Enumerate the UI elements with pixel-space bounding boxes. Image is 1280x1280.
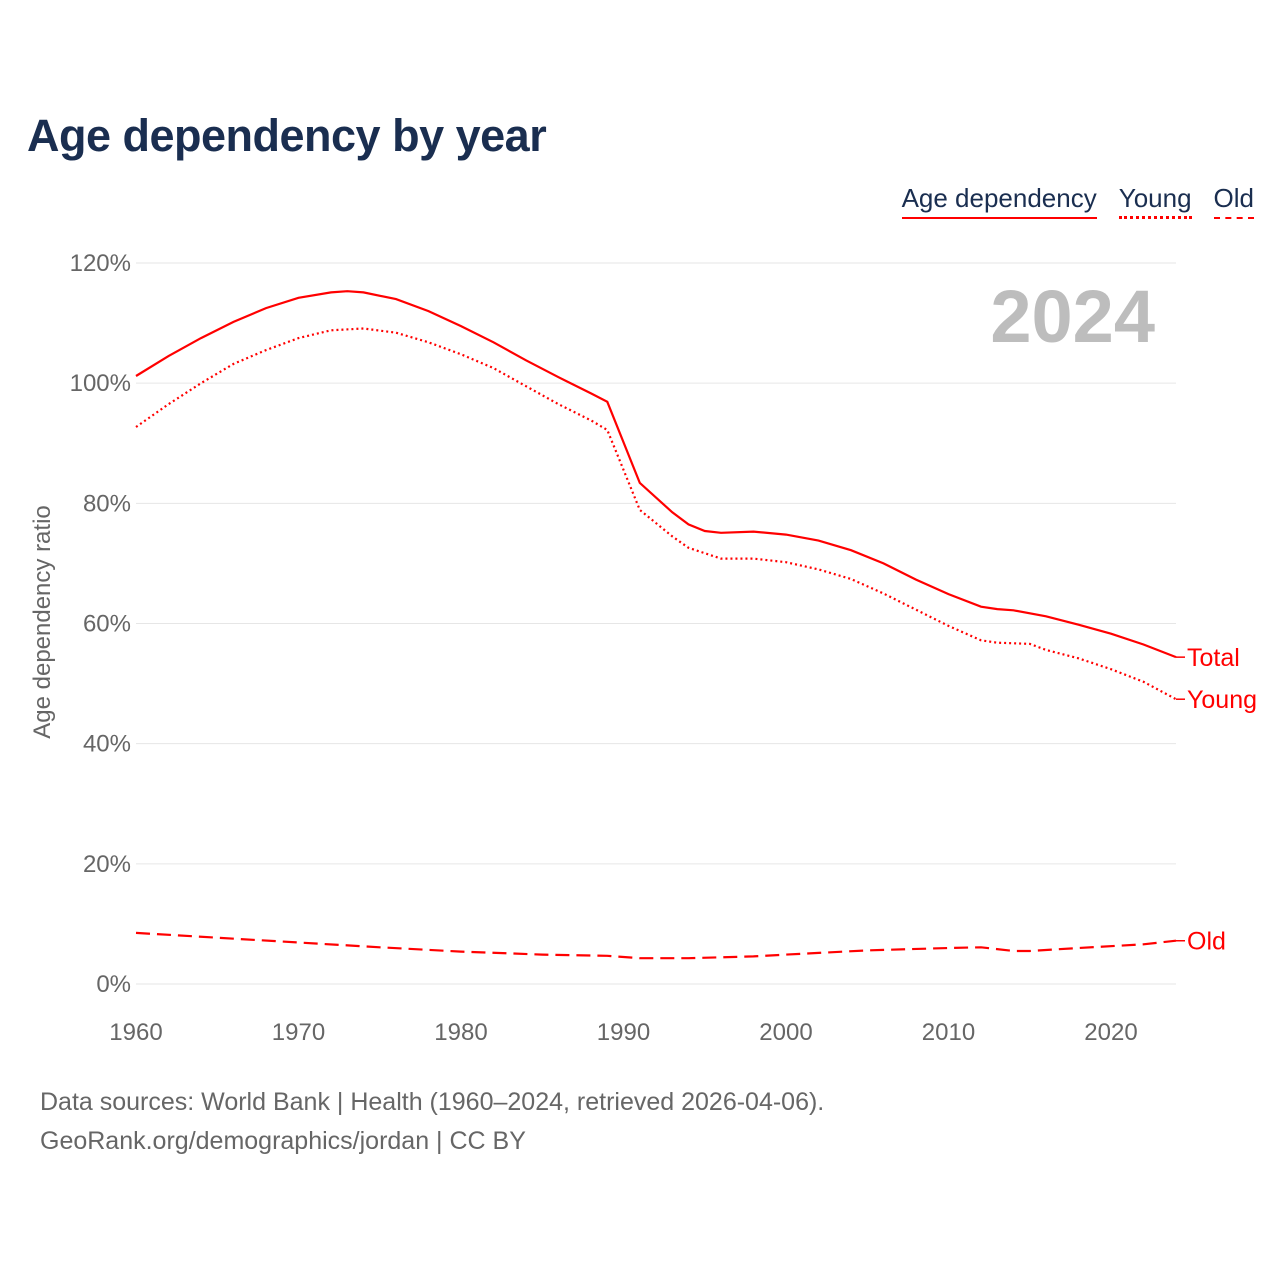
y-tick-label: 80% (83, 490, 131, 517)
y-tick-label: 120% (70, 250, 131, 277)
y-tick-label: 60% (83, 611, 131, 638)
x-tick-label: 1970 (272, 1019, 325, 1046)
x-tick-label: 1990 (597, 1019, 650, 1046)
x-tick-label: 2010 (922, 1019, 975, 1046)
series-line-total (135, 290, 1177, 659)
series-end-label-young: Young (1187, 686, 1257, 714)
legend: Age dependency Young Old (901, 183, 1254, 219)
x-tick-label: 1960 (109, 1019, 162, 1046)
footer-attribution: GeoRank.org/demographics/jordan | CC BY (40, 1127, 526, 1155)
x-tick-label: 1980 (434, 1019, 487, 1046)
x-tick-label: 2020 (1084, 1019, 1137, 1046)
series-end-label-old: Old (1187, 928, 1226, 956)
y-tick-label: 40% (83, 731, 131, 758)
legend-item-old[interactable]: Old (1213, 183, 1254, 219)
series-line-old (135, 931, 1177, 960)
legend-item-young[interactable]: Young (1118, 183, 1192, 219)
footer-sources: Data sources: World Bank | Health (1960–… (40, 1088, 825, 1116)
series-end-label-total: Total (1187, 644, 1240, 672)
y-tick-label: 0% (96, 971, 131, 998)
y-tick-label: 100% (70, 370, 131, 397)
y-tick-label: 20% (83, 851, 131, 878)
y-axis-label: Age dependency ratio (29, 505, 56, 739)
legend-item-age-dependency[interactable]: Age dependency (901, 183, 1097, 219)
year-annotation: 2024 (990, 275, 1155, 358)
series-line-young (135, 327, 1177, 701)
chart-title: Age dependency by year (27, 110, 547, 161)
x-tick-label: 2000 (759, 1019, 812, 1046)
